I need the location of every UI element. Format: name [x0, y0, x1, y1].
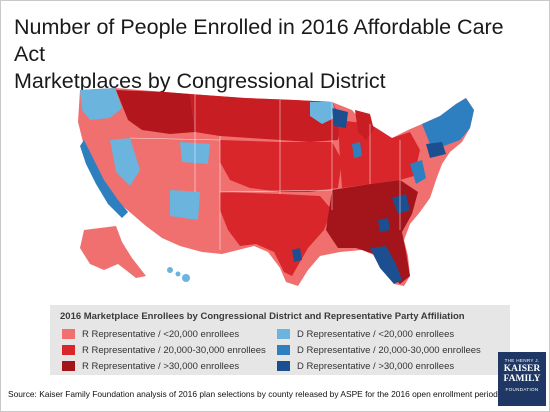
map-chicago [352, 142, 362, 158]
legend-label: R Representative / <20,000 enrollees [82, 328, 240, 340]
logo-line-1: THE HENRY J. [504, 358, 540, 363]
map-hawaii-2 [175, 271, 181, 277]
legend-label: D Representative / 20,000-30,000 enrolle… [297, 344, 481, 356]
map-hawaii-3 [182, 274, 190, 282]
title-line-2: Marketplaces by Congressional District [14, 69, 386, 93]
map-atlanta [378, 218, 390, 232]
map-hawaii-1 [167, 267, 173, 273]
page-title: Number of People Enrolled in 2016 Afford… [14, 14, 534, 95]
legend-swatch [62, 345, 75, 355]
logo-line-4: FOUNDATION [505, 387, 539, 392]
legend-swatch [277, 361, 290, 371]
legend-item: R Representative / 20,000-30,000 enrolle… [62, 343, 277, 357]
map-pacific-northwest [80, 88, 122, 120]
legend-grid: R Representative / <20,000 enrollees D Re… [62, 327, 502, 373]
legend-label: R Representative / >30,000 enrollees [82, 360, 240, 372]
map-new-mexico [170, 190, 200, 220]
legend-swatch [62, 329, 75, 339]
legend-item: R Representative / >30,000 enrollees [62, 359, 277, 373]
legend-label: R Representative / 20,000-30,000 enrolle… [82, 344, 266, 356]
map-minnesota-district [310, 102, 338, 124]
kff-logo: THE HENRY J. KAISER FAMILY FOUNDATION [498, 352, 546, 406]
map-houston [292, 248, 302, 262]
map-texas [220, 192, 332, 276]
map-mountain-west [116, 90, 195, 134]
legend-label: D Representative / <20,000 enrollees [297, 328, 455, 340]
legend-label: D Representative / >30,000 enrollees [297, 360, 455, 372]
map-wisconsin-district [332, 108, 348, 128]
map-michigan [355, 110, 374, 140]
logo-line-3: FAMILY [503, 374, 541, 384]
map-great-lakes [338, 120, 420, 188]
source-note: Source: Kaiser Family Foundation analysi… [8, 389, 501, 399]
map-central-plains [220, 140, 342, 192]
map-california-coast [80, 140, 128, 218]
legend-item: D Representative / <20,000 enrollees [277, 327, 497, 341]
legend-item: D Representative / 20,000-30,000 enrolle… [277, 343, 497, 357]
title-line-1: Number of People Enrolled in 2016 Afford… [14, 15, 504, 66]
legend-swatch [62, 361, 75, 371]
map-alaska [80, 226, 146, 278]
us-congressional-district-map [78, 88, 474, 286]
legend-item: R Representative / <20,000 enrollees [62, 327, 277, 341]
map-legend: 2016 Marketplace Enrollees by Congressio… [50, 305, 510, 375]
map-mid-atlantic [410, 160, 426, 184]
legend-swatch [277, 345, 290, 355]
legend-swatch [277, 329, 290, 339]
map-florida [370, 246, 402, 284]
map-northern-plains [190, 94, 342, 142]
map-new-england [422, 98, 474, 146]
legend-item: D Representative / >30,000 enrollees [277, 359, 497, 373]
map-carolinas [392, 194, 410, 214]
map-nevada [110, 138, 140, 186]
logo-line-2: KAISER [503, 364, 541, 374]
map-new-york [426, 142, 446, 158]
legend-title: 2016 Marketplace Enrollees by Congressio… [60, 311, 465, 322]
